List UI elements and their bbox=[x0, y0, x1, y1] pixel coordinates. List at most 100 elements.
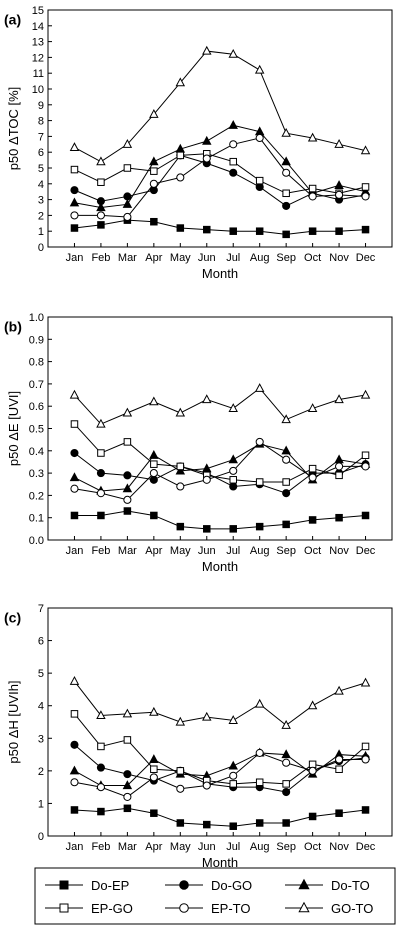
data-point bbox=[97, 511, 105, 520]
y-tick-label: 15 bbox=[32, 5, 44, 17]
y-tick-label: 10 bbox=[32, 84, 44, 96]
data-point bbox=[96, 489, 105, 498]
x-tick-label: Jun bbox=[198, 545, 216, 557]
data-point bbox=[281, 749, 291, 759]
data-point bbox=[255, 478, 264, 486]
y-tick-label: 0.4 bbox=[29, 446, 44, 458]
data-point bbox=[361, 806, 370, 814]
x-tick-label: Feb bbox=[91, 841, 110, 853]
data-point bbox=[70, 448, 79, 458]
legend-label: Do-EP bbox=[91, 878, 129, 893]
y-tick-label: 1 bbox=[38, 798, 44, 810]
data-point bbox=[122, 780, 133, 790]
data-point bbox=[175, 465, 186, 475]
y-tick-label: 8 bbox=[38, 116, 44, 128]
data-point bbox=[282, 230, 290, 239]
data-point bbox=[97, 807, 105, 816]
data-point bbox=[282, 168, 291, 177]
data-point bbox=[335, 755, 344, 764]
data-point bbox=[69, 472, 80, 482]
data-point bbox=[69, 765, 80, 775]
x-tick-label: Jan bbox=[66, 841, 84, 853]
data-point bbox=[361, 462, 370, 471]
data-point bbox=[228, 403, 238, 413]
plot-frame bbox=[47, 9, 393, 248]
data-point bbox=[150, 765, 158, 773]
data-point bbox=[202, 154, 211, 163]
x-tick-label: Dec bbox=[356, 545, 376, 557]
data-point bbox=[202, 135, 212, 145]
legend-entry-do-to: Do-TO bbox=[285, 878, 370, 893]
data-point bbox=[308, 473, 317, 482]
data-point bbox=[334, 139, 344, 148]
x-tick-label: May bbox=[170, 841, 191, 853]
data-point bbox=[361, 742, 370, 751]
legend-marker bbox=[59, 903, 69, 913]
x-axis-title: Month bbox=[202, 266, 238, 281]
series-go-to bbox=[69, 383, 371, 428]
y-tick-label: 6 bbox=[38, 147, 44, 159]
x-tick-label: Dec bbox=[356, 841, 376, 853]
series-do-ep bbox=[70, 507, 370, 533]
data-point bbox=[308, 516, 317, 524]
series-do-ep bbox=[70, 804, 370, 830]
series-line bbox=[74, 50, 366, 163]
data-point bbox=[361, 225, 370, 234]
panel-label: (a) bbox=[4, 11, 21, 27]
x-tick-label: Apr bbox=[145, 252, 162, 264]
data-point bbox=[334, 685, 344, 695]
data-point bbox=[123, 792, 132, 801]
y-tick-label: 7 bbox=[38, 603, 44, 615]
data-point bbox=[97, 178, 105, 186]
data-point bbox=[335, 462, 344, 471]
chart-panel--b-: (b) 0.0 0.1 0.2 0.3 0.4 0.5 0.6 0.7 0.8 0.9 1.0 Jan F… bbox=[4, 312, 393, 574]
y-tick-label: 0.0 bbox=[29, 535, 44, 547]
legend-label: Do-TO bbox=[331, 878, 370, 893]
data-point bbox=[149, 475, 158, 484]
data-point bbox=[149, 156, 159, 166]
data-point bbox=[361, 511, 370, 520]
data-point bbox=[282, 455, 291, 464]
data-point bbox=[149, 773, 158, 782]
data-point bbox=[361, 451, 370, 460]
y-tick-label: 0.5 bbox=[29, 424, 44, 436]
x-axis-title: Month bbox=[202, 559, 238, 574]
y-tick-label: 0.6 bbox=[29, 401, 44, 413]
data-point bbox=[176, 224, 185, 232]
data-point bbox=[176, 482, 185, 491]
x-tick-label: Apr bbox=[145, 545, 162, 557]
plot-frame bbox=[47, 316, 393, 541]
data-point bbox=[308, 812, 317, 821]
x-tick-label: Oct bbox=[304, 545, 321, 557]
data-point bbox=[229, 780, 237, 788]
series-go-to bbox=[69, 45, 371, 166]
data-point bbox=[254, 383, 265, 392]
data-point bbox=[228, 760, 238, 770]
data-point bbox=[70, 740, 79, 749]
legend-box bbox=[34, 867, 396, 925]
data-point bbox=[281, 414, 291, 424]
series-line bbox=[74, 154, 366, 207]
legend-marker bbox=[59, 880, 69, 890]
series-line bbox=[74, 443, 366, 492]
series-line bbox=[74, 153, 366, 194]
y-tick-label: 0.9 bbox=[29, 334, 44, 346]
data-point bbox=[307, 700, 318, 710]
x-tick-label: Sep bbox=[276, 545, 296, 557]
data-point bbox=[255, 437, 264, 446]
series-do-to bbox=[69, 120, 371, 212]
legend-entry-ep-to: EP-TO bbox=[165, 901, 251, 916]
data-point bbox=[281, 156, 291, 166]
data-point bbox=[96, 763, 105, 772]
data-point bbox=[229, 168, 238, 177]
series-do-to bbox=[69, 438, 371, 495]
data-point bbox=[97, 449, 105, 457]
y-tick-label: 0.2 bbox=[29, 490, 44, 502]
data-point bbox=[361, 192, 370, 201]
x-tick-label: Nov bbox=[329, 841, 349, 853]
data-point bbox=[123, 164, 132, 172]
data-point bbox=[282, 780, 290, 788]
y-tick-label: 0.1 bbox=[29, 513, 44, 525]
data-point bbox=[122, 199, 133, 208]
x-tick-label: Oct bbox=[304, 252, 321, 264]
